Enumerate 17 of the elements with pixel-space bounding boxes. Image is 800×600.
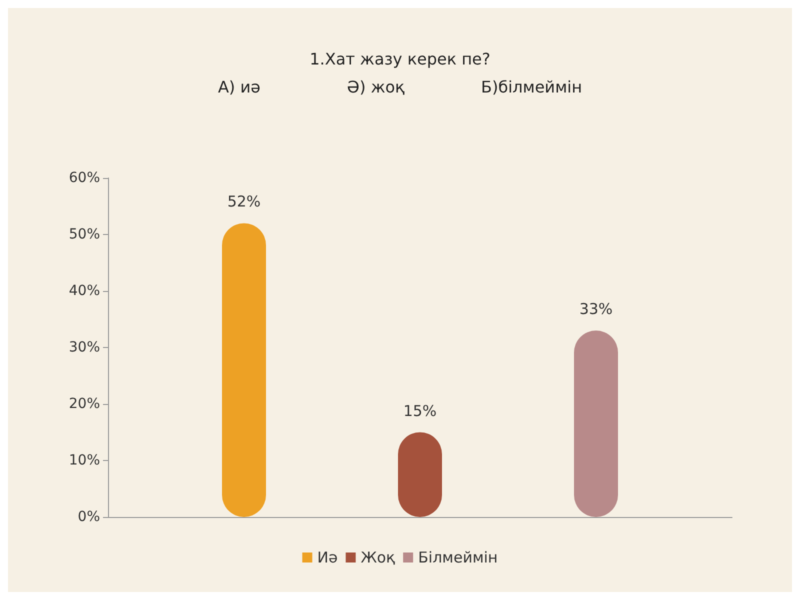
y-tick-label: 60% (68, 170, 100, 186)
data-label: 33% (579, 300, 613, 318)
chart-title: 1.Хат жазу керек пе? (310, 50, 490, 68)
y-tick-label: 20% (68, 396, 100, 412)
y-tick-label: 50% (68, 226, 100, 242)
y-tick-label: 30% (68, 340, 100, 356)
legend-label: Иә (317, 548, 338, 566)
chart-subtitle: А) иә Ә) жоқ Б)білмеймін (218, 78, 582, 96)
legend-label: Білмеймін (418, 548, 498, 566)
data-label: 52% (227, 192, 261, 211)
bar (574, 330, 618, 517)
y-tick-label: 10% (68, 452, 100, 468)
data-label: 15% (403, 402, 437, 420)
y-tick-label: 0% (78, 509, 100, 525)
legend-label: Жоқ (360, 548, 396, 566)
y-tick-label: 40% (68, 283, 100, 299)
bar (222, 223, 266, 517)
